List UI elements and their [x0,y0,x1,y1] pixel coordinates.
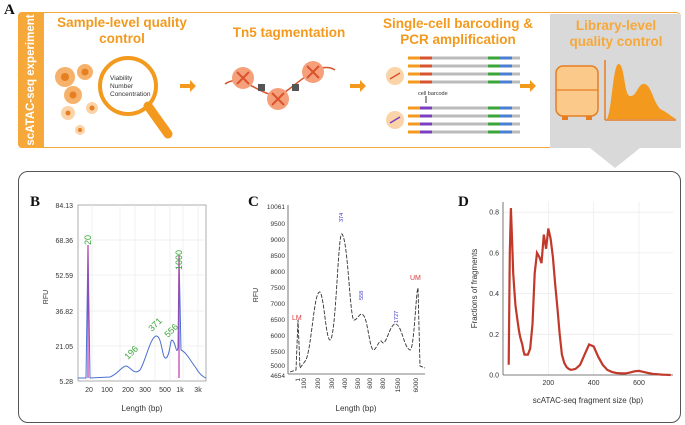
c-xtick: 500 [355,378,362,389]
tn5-illustration [224,61,336,110]
c-xtick: 200 [315,378,322,389]
arrow-right-icon [520,80,536,92]
panel-b-letter: B [30,194,41,210]
b-xtick: 100 [101,387,113,394]
c-ytick: 7000 [271,301,286,308]
b-xtick: 200 [122,387,134,394]
c-trace [289,233,426,373]
magnifier-line-concentration: Concentration [110,91,151,98]
d-xtick: 400 [588,380,600,387]
c-ytick: 7500 [271,285,286,292]
c-ytick: 6500 [271,317,286,324]
b-ytick: 84.13 [55,203,73,210]
d-xlabel: scATAC-seq fragment size (bp) [533,396,644,405]
arrow-right-icon [350,80,366,92]
arrow-right-icon [180,80,196,92]
b-xtick: 3k [194,387,202,394]
b-peak-label: 20 [83,235,93,245]
panel-d-chart: 200 400 600 0.0 0.2 0.4 0.6 0.8 scATAC-seq frag… [470,202,673,405]
barcoding-illustration [386,56,520,134]
c-ytick: 4654 [271,373,286,380]
arrow-icons [180,80,536,92]
c-ytick: 6000 [271,333,286,340]
cells-icon [55,64,98,135]
step-sample-qc-title: Sample-level quality control [57,15,187,46]
panel-d-letter: D [458,194,469,210]
b-ytick: 21.05 [55,344,73,351]
panel-a-letter: A [4,2,15,18]
c-ytick: 8000 [271,269,286,276]
step-tn5-title: Tn5 tagmentation [232,25,346,40]
c-peak-label: 1727 [394,311,400,323]
c-peak-label: 374 [339,213,345,222]
b-xlabel: Length (bp) [122,404,163,413]
b-peak-label: 1000 [174,250,184,270]
b-ytick: 36.82 [55,309,73,316]
panel-b-electropherogram: 84.13 68.36 52.59 36.82 21.05 5.28 20 10… [43,203,207,413]
step-library-qc-title: Library-level quality control [569,18,663,49]
b-xtick: 300 [139,387,151,394]
c-ytick: 10061 [267,204,285,211]
d-series-line [507,208,671,377]
c-peak-label: LM [292,315,302,322]
c-ytick: 9500 [271,221,286,228]
c-xtick: 600 [367,378,374,389]
experiment-sidebar: scATAC-seq experiment [18,12,44,148]
step-barcoding-title: Single-cell barcoding & PCR amplificatio… [382,16,534,47]
c-ytick: 5500 [271,349,286,356]
d-ytick: 0.6 [489,250,499,257]
d-xtick: 200 [542,380,554,387]
c-peak-label: 558 [359,291,365,300]
d-ytick: 0.0 [489,373,499,380]
c-xtick: 800 [380,378,387,389]
magnifier-line-number: Number [110,83,134,90]
c-ylabel: RFU [253,288,260,302]
bioanalyzer-icon [555,65,599,120]
b-xtick: 20 [85,387,93,394]
b-xtick: 1k [176,387,184,394]
c-ytick: 8500 [271,253,286,260]
c-xlabel: Length (bp) [336,404,377,413]
d-ylabel: Fractions of fragments [470,249,479,329]
c-xtick: 6000 [413,378,420,393]
d-ytick: 0.4 [489,291,499,298]
magnifier-line-viability: Viability [110,75,133,82]
b-ytick: 5.28 [59,379,73,386]
b-ytick: 52.59 [55,273,73,280]
library-trace-icon [604,60,676,121]
panel-a-illustrations: Viability Number Concentration [55,56,676,168]
c-xtick: 100 [301,378,308,389]
d-xtick: 600 [633,380,645,387]
b-ylabel: RFU [43,290,50,304]
b-ytick: 68.36 [55,238,73,245]
panel-c-letter: C [248,194,259,210]
panels-bcd-frame [18,171,681,423]
b-trace [78,244,207,379]
b-xtick: 500 [159,387,171,394]
c-ytick: 5000 [271,363,286,370]
c-xtick: 1500 [395,378,402,393]
c-xtick: 300 [329,378,336,389]
library-pointer [590,148,640,168]
d-ytick: 0.2 [489,332,499,339]
c-xtick: 400 [342,378,349,389]
d-ytick: 0.8 [489,210,499,217]
c-peak-label: UM [410,275,421,282]
c-ytick: 9000 [271,237,286,244]
c-xtick: 1 [295,378,302,382]
cell-barcode-label: cell barcode [418,91,448,97]
panel-c-electropherogram: 10061 9500 9000 8500 8000 7500 7000 6500… [253,204,426,413]
magnifier-icon [98,56,173,139]
